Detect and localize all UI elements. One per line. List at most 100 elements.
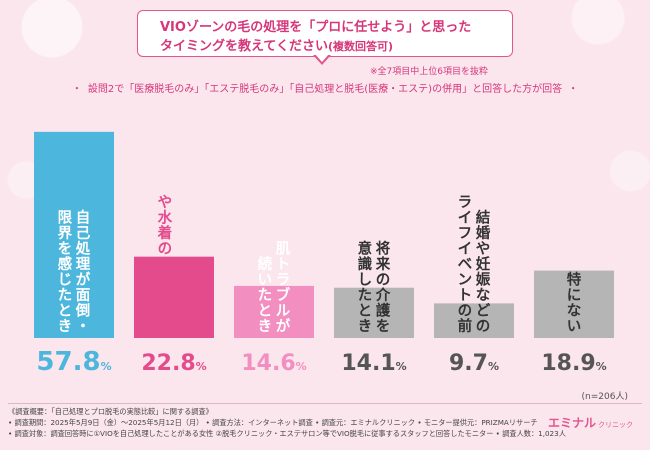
bar-4-label-char: 識 (358, 255, 373, 273)
bar-5-label-char: な (476, 287, 491, 304)
bar-6-label-char: い (567, 319, 582, 335)
bar-4-label-char: 護 (376, 302, 391, 320)
bar-3-label-char: い (258, 273, 273, 289)
bar-5-label-char: 結 (476, 209, 491, 227)
bar-5-label-char: 妊 (476, 255, 491, 273)
bar-1-label-char: 自 (76, 209, 91, 227)
bar-3-label-char: と (258, 303, 273, 320)
brand-name: エミナル (548, 416, 597, 430)
bar-2-label-char: シ (158, 257, 173, 273)
bar-6-label-char: 特 (567, 271, 582, 289)
bar-5-label-char: の (458, 304, 473, 320)
bar-1-label-char: 理 (76, 256, 91, 273)
bar-4-label-char: を (376, 318, 391, 335)
bar-2-label-char: 夏 (176, 318, 191, 335)
bar-3-label-char: ル (276, 304, 291, 320)
bar-1-label-char: 界 (58, 225, 73, 242)
bar-1-label-char: ・ (76, 319, 91, 335)
subtitle-text: 設問2で「医療脱毛のみ」「エステ脱毛のみ」「自己処理と脱毛(医療・エステ)の併用… (87, 84, 563, 95)
footer-line-2: • 調査期間：2025年5月9日（金）〜2025年5月12日（月） • 調査方法… (8, 418, 538, 427)
bar-1-label-char: き (58, 318, 73, 335)
bar-3-label-char: た (258, 287, 273, 304)
brand-sub: クリニック (598, 421, 634, 429)
bar-4-label-char: 意 (358, 240, 373, 258)
bar-5-label-char: イ (458, 242, 473, 258)
bar-1-label-char: た (58, 287, 73, 304)
bar-2-label-char: 着 (157, 224, 173, 242)
bar-3-label-char: が (276, 317, 291, 335)
bar-4 (334, 287, 414, 338)
bar-2 (134, 256, 214, 338)
chart-title-line1: VIOゾーンの毛の処理を「プロに任せよう」と思った (160, 20, 472, 35)
bar-3-label-char: 肌 (276, 241, 291, 258)
bar-1 (34, 131, 114, 338)
bar-6-label-char: に (567, 288, 582, 304)
bar-2-label-char: の (158, 242, 173, 258)
bar-5-label-char: 娠 (476, 271, 491, 289)
bar-1-label-char: と (58, 303, 73, 320)
bar-5-label-char: ベ (458, 257, 473, 273)
footer-divider (8, 403, 642, 404)
bar-5-label-char: や (476, 241, 491, 258)
bar-6 (534, 270, 614, 338)
bar-2-label-char: ｜ (158, 271, 173, 289)
value-label-1: 57.8% (36, 347, 111, 377)
bar-2-label-char: ズ (158, 286, 173, 304)
bar-3 (234, 285, 314, 338)
bar-3-label-char: ブ (276, 286, 291, 304)
bar-4-label-char: の (376, 273, 391, 289)
bar-5-label-char: ン (458, 273, 473, 289)
bar-1-label-char: 処 (76, 240, 91, 258)
bar-2-label-char: 水 (158, 209, 173, 227)
bar-4-label-char: 将 (376, 240, 391, 258)
bar-4-label-char: き (358, 318, 373, 335)
bar-1-label-char: が (76, 271, 91, 289)
bar-1-label-char: 限 (58, 210, 73, 227)
subtitle: ・設問2で「医療脱毛のみ」「エステ脱毛のみ」「自己処理と脱毛(医療・エステ)の併… (71, 84, 579, 95)
value-label-5: 9.7% (449, 351, 499, 376)
bar-1-label-char: を (58, 241, 73, 258)
bar-4-label-char: し (358, 272, 373, 289)
bar-5-label-char: の (476, 319, 491, 335)
value-label-4: 14.1% (341, 351, 406, 376)
bar-4-label-char: と (358, 303, 373, 320)
chart-title-line2: タイミングを教えてください(複数回答可) (160, 35, 393, 54)
sample-size-note: (n=206人) (581, 392, 628, 402)
chart-title-note: (複数回答可) (327, 40, 394, 53)
bar-6-label-char: な (567, 303, 582, 320)
bar-2-label-char: ン (158, 304, 173, 320)
bar-5-label-char: フ (458, 226, 473, 242)
value-label-2: 22.8% (141, 351, 206, 376)
bar-5-label-char: ど (476, 303, 491, 320)
bar-5-label-char: ラ (458, 195, 473, 211)
title-bubble-tail-inner (315, 54, 329, 62)
bar-5-label-char: ト (458, 288, 473, 304)
bar-1-label-char: 感 (58, 255, 73, 273)
bar-5-label-char: イ (458, 211, 473, 227)
bar-3-label-char: ト (276, 257, 291, 273)
bar-1-label-char: 面 (76, 287, 91, 304)
value-label-3: 14.6% (241, 351, 306, 376)
bar-4-label-char: た (358, 287, 373, 304)
value-label-6: 18.9% (541, 351, 606, 376)
bar-3-label-char: ラ (276, 273, 291, 289)
footer-line-3: • 調査対象：調査回答時に①VIOを自己処理したことがある女性 ②脱毛クリニック… (8, 429, 566, 438)
bar-4-label-char: 介 (375, 287, 391, 304)
chart-title-line2-text: タイミングを教えてください (160, 39, 328, 54)
bar-5-label-char: 婚 (476, 224, 491, 242)
bar-3-label-char: き (258, 318, 273, 335)
footer-line-1: 《調査概要：「自己処理とプロ脱毛の実態比較」に関する調査》 (8, 407, 213, 416)
title-bubble (137, 10, 513, 57)
bar-5-label-char: 前 (458, 317, 473, 335)
bar-2-label-char: や (158, 194, 173, 211)
bar-1-label-char: 倒 (75, 302, 91, 320)
bar-3-label-char: 続 (258, 255, 273, 273)
brand-logo: エミナル クリニック (548, 414, 633, 431)
bar-4-label-char: 来 (375, 255, 391, 273)
extract-note: ※全7項目中上位6項目を抜粋 (370, 67, 488, 77)
bar-2-label-char: 前 (158, 317, 173, 335)
bar-5 (434, 303, 514, 338)
footer: 《調査概要：「自己処理とプロ脱毛の実態比較」に関する調査》 • 調査期間：202… (8, 406, 566, 439)
bar-1-label-char: 己 (76, 225, 91, 242)
